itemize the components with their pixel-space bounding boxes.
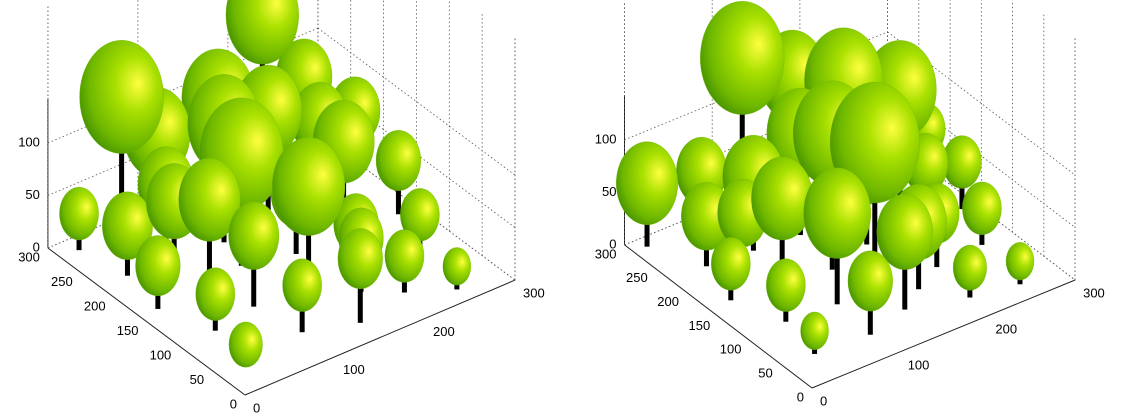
y-tick-label: 200 (657, 294, 679, 309)
y-tick-label: 150 (689, 318, 711, 333)
z-tick-label: 50 (25, 187, 39, 202)
x-tick-label: 0 (253, 400, 260, 414)
tree-crown (229, 202, 279, 270)
z-tick-label: 100 (595, 131, 617, 146)
tree-crown (376, 130, 421, 190)
tree-crown (801, 312, 829, 350)
y-tick-label: 150 (117, 323, 139, 338)
x-tick-label: 200 (433, 324, 455, 339)
tree-crown (338, 228, 383, 288)
tree-crown (385, 230, 424, 283)
tree-crown (80, 40, 164, 153)
tree-crown (443, 247, 471, 285)
z-tick-label: 100 (18, 134, 40, 149)
tree-crown (942, 136, 981, 189)
x-tick-label: 100 (908, 357, 930, 372)
y-tick-label: 200 (84, 298, 106, 313)
z-tick-label: 0 (609, 236, 616, 251)
tree-crown (59, 187, 98, 240)
tree-crown (751, 157, 813, 240)
y-tick-label: 50 (190, 372, 204, 387)
tree-crown (962, 182, 1001, 235)
z-tick-label: 50 (602, 184, 616, 199)
x-tick-label: 0 (820, 393, 827, 408)
y-tick-label: 100 (150, 347, 172, 362)
x-tick-label: 300 (1083, 285, 1105, 300)
tree-crown (766, 259, 805, 312)
z-tick-label: 0 (33, 239, 40, 254)
tree-crown (804, 168, 871, 259)
y-tick-label: 0 (230, 396, 237, 411)
x-tick-label: 300 (523, 286, 545, 301)
x-tick-label: 100 (343, 362, 365, 377)
figure: 0 100 200 300 0 50 100 150 200 250 300 0 50 100 0 100 20… (0, 0, 1125, 414)
tree-crown (616, 142, 678, 225)
y-tick-label: 250 (626, 270, 648, 285)
tree-crown (848, 251, 893, 311)
tree-crown (700, 1, 784, 114)
tree-crown (135, 235, 180, 295)
tree-crown (229, 322, 263, 367)
y-tick-label: 0 (797, 389, 804, 404)
tree-crown (1006, 242, 1034, 280)
tree-crown (953, 245, 987, 290)
y-tick-label: 100 (720, 342, 742, 357)
x-tick-label: 200 (995, 321, 1017, 336)
tree-crown (711, 237, 750, 290)
y-tick-label: 250 (51, 274, 73, 289)
tree-crown (196, 268, 235, 321)
tree-crown (283, 259, 322, 312)
tree-crown (272, 137, 345, 235)
y-tick-label: 50 (758, 366, 772, 381)
